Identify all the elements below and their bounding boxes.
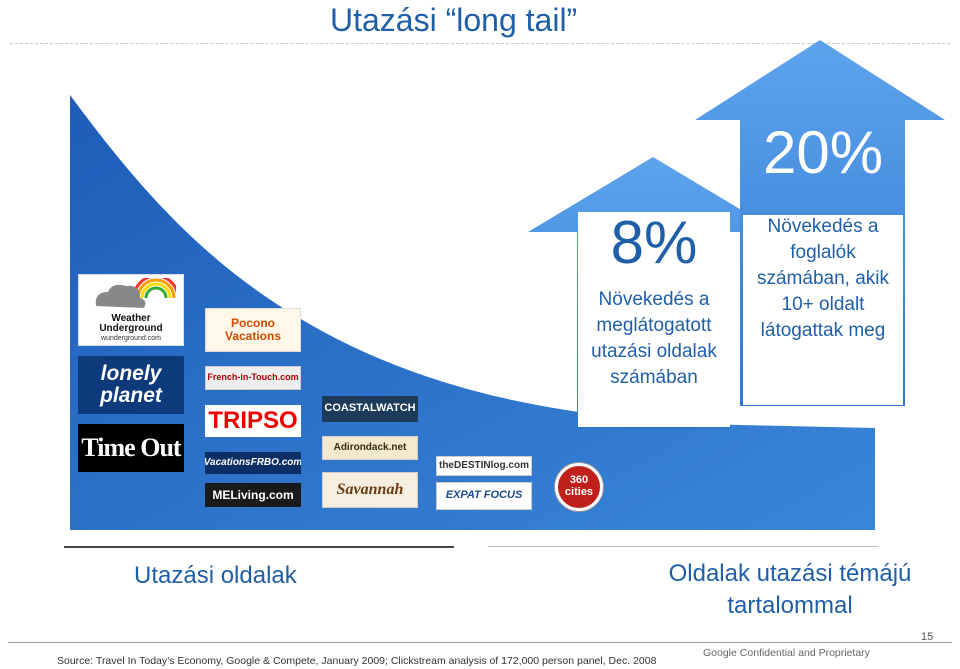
logo-text: Weather Underground bbox=[99, 312, 163, 335]
logo-pocono-vacations: Pocono Vacations bbox=[205, 308, 301, 352]
logo-lonely-planet: lonely planet bbox=[78, 356, 184, 414]
arrow-small-text: Növekedés a meglátogatott utazási oldala… bbox=[591, 289, 717, 388]
label-travel-content-sites: Oldalak utazási témájú tartalommal bbox=[668, 560, 912, 619]
logo-meliving: MELiving.com bbox=[205, 483, 301, 507]
cloud-rainbow-icon bbox=[95, 277, 176, 308]
logo-360-cities: 360 cities bbox=[555, 463, 603, 511]
divider-left bbox=[64, 546, 454, 548]
title-divider bbox=[10, 43, 950, 44]
logo-vacations-frbo: VacationsFRBO.com bbox=[205, 452, 301, 474]
slide-title: Utazási “long tail” bbox=[330, 2, 578, 38]
divider-right bbox=[488, 546, 878, 547]
logo-tripso: TRIPSO bbox=[205, 405, 301, 437]
logo-expat-focus: EXPAT FOCUS bbox=[436, 482, 532, 510]
page-number: 15 bbox=[921, 631, 934, 643]
arrow-large-text: Növekedés a foglalók számában, akik 10+ … bbox=[756, 216, 889, 341]
logo-time-out: Time Out bbox=[78, 424, 184, 472]
arrow-small-panel bbox=[578, 212, 730, 427]
footer-divider bbox=[8, 642, 952, 643]
logo-french-in-touch: French-in-Touch.com bbox=[205, 366, 301, 390]
logo-savannah: Savannah bbox=[322, 472, 418, 508]
logo-coastalwatch: COASTALWATCH bbox=[322, 396, 418, 422]
arrow-large-panel bbox=[743, 215, 903, 405]
logo-weather-underground: Weather Underground wunderground.com bbox=[78, 274, 184, 346]
arrow-small-percent: 8% bbox=[610, 209, 698, 276]
label-travel-sites: Utazási oldalak bbox=[134, 562, 297, 589]
source-note: Source: Travel In Today’s Economy, Googl… bbox=[57, 655, 657, 667]
logo-adirondack: Adirondack.net bbox=[322, 436, 418, 460]
logo-subtext: wunderground.com bbox=[101, 334, 161, 342]
arrow-large-percent: 20% bbox=[762, 119, 884, 186]
confidential-note: Google Confidential and Proprietary bbox=[703, 647, 870, 659]
logo-destinlog: theDESTINlog.com bbox=[436, 456, 532, 476]
